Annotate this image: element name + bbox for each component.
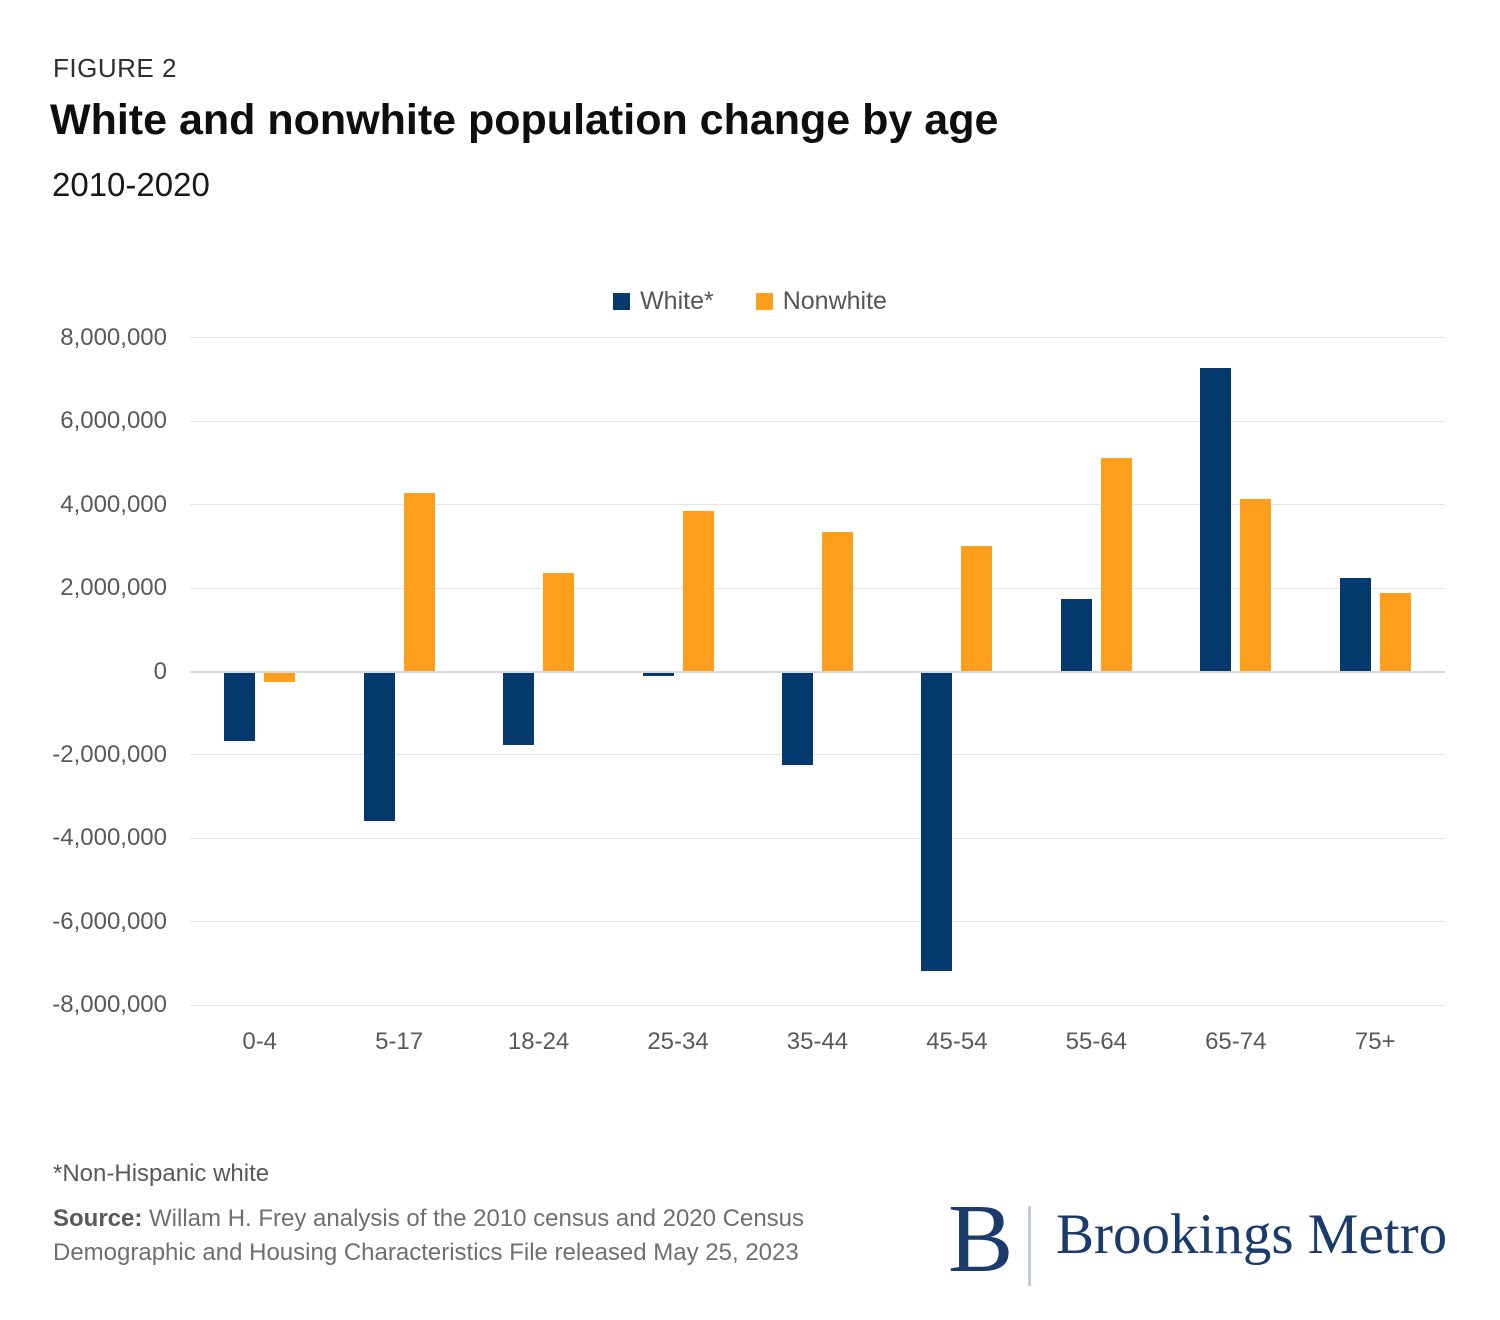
bar-nonwhite-55-64[interactable]: [1100, 457, 1132, 672]
legend-swatch-white: [613, 293, 631, 310]
gridline: [190, 921, 1445, 923]
gridline: [190, 587, 1445, 589]
chart-subtitle: 2010-2020: [52, 166, 210, 203]
gridline: [190, 337, 1445, 339]
bar-nonwhite-25-34[interactable]: [682, 510, 714, 672]
bar-nonwhite-35-44[interactable]: [821, 532, 853, 672]
gridline: [190, 1004, 1445, 1006]
chart-legend: White* Nonwhite: [0, 287, 1500, 316]
x-axis-label-35-44: 35-44: [786, 1028, 849, 1055]
source-line-2: Demographic and Housing Characteristics …: [53, 1239, 799, 1266]
bar-white-35-44[interactable]: [781, 672, 813, 765]
x-axis-label-75+: 75+: [1354, 1028, 1396, 1055]
y-axis-tick-label: 8,000,000: [60, 323, 167, 351]
bar-nonwhite-18-24[interactable]: [543, 573, 575, 672]
y-axis-tick-label: -4,000,000: [52, 824, 167, 852]
y-axis-tick-label: -2,000,000: [52, 740, 167, 768]
legend-item-white: White*: [613, 287, 714, 316]
bar-white-0-4[interactable]: [224, 672, 256, 741]
bar-white-25-34[interactable]: [642, 672, 674, 677]
x-axis-label-65-74: 65-74: [1205, 1028, 1267, 1055]
bar-nonwhite-0-4[interactable]: [264, 672, 296, 682]
y-axis-tick-label: 4,000,000: [60, 490, 167, 518]
x-axis-label-55-64: 55-64: [1065, 1028, 1128, 1055]
legend-swatch-nonwhite: [755, 293, 773, 310]
legend-item-nonwhite: Nonwhite: [755, 287, 887, 316]
legend-label-nonwhite: Nonwhite: [782, 287, 887, 315]
bar-white-75+[interactable]: [1339, 578, 1371, 672]
zero-gridline: [190, 670, 1445, 673]
bar-white-5-17[interactable]: [363, 672, 395, 821]
logo-divider: [1028, 1206, 1031, 1286]
chart-footnote: *Non-Hispanic white: [53, 1160, 270, 1187]
gridline: [190, 837, 1445, 839]
bar-white-45-54[interactable]: [921, 672, 953, 971]
x-axis-label-18-24: 18-24: [507, 1028, 570, 1055]
bar-white-55-64[interactable]: [1060, 598, 1092, 672]
gridline: [190, 754, 1445, 756]
y-axis-tick-label: -8,000,000: [52, 991, 167, 1019]
bar-white-65-74[interactable]: [1200, 367, 1232, 672]
y-axis-tick-label: 6,000,000: [60, 407, 167, 435]
chart-title: White and nonwhite population change by …: [50, 96, 999, 144]
gridline: [190, 504, 1445, 506]
y-axis-tick-label: 0: [153, 657, 167, 685]
source-label: Source:: [53, 1205, 143, 1232]
x-axis-label-25-34: 25-34: [647, 1028, 709, 1055]
brookings-monogram-logo: B: [948, 1185, 1014, 1293]
figure-number-label: FIGURE 2: [53, 53, 177, 83]
bar-nonwhite-65-74[interactable]: [1240, 499, 1272, 672]
x-axis-label-0-4: 0-4: [242, 1028, 278, 1055]
x-axis-label-45-54: 45-54: [926, 1028, 988, 1055]
source-note: Source: Willam H. Frey analysis of the 2…: [53, 1202, 804, 1270]
source-line-1: Source: Willam H. Frey analysis of the 2…: [53, 1205, 805, 1232]
bar-nonwhite-45-54[interactable]: [961, 546, 993, 672]
x-axis-label-5-17: 5-17: [375, 1028, 424, 1055]
bar-white-18-24[interactable]: [503, 672, 535, 746]
y-axis-tick-label: 2,000,000: [60, 574, 167, 602]
legend-label-white: White*: [640, 287, 714, 315]
gridline: [190, 420, 1445, 422]
brookings-metro-wordmark: Brookings Metro: [1056, 1203, 1448, 1266]
y-axis-tick-label: -6,000,000: [52, 907, 167, 935]
bar-nonwhite-5-17[interactable]: [403, 492, 435, 672]
bar-nonwhite-75+[interactable]: [1379, 593, 1411, 672]
